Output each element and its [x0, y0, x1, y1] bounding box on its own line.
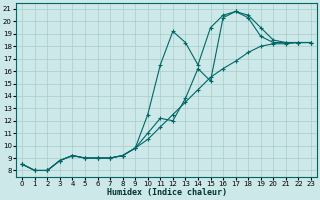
X-axis label: Humidex (Indice chaleur): Humidex (Indice chaleur) — [107, 188, 227, 197]
